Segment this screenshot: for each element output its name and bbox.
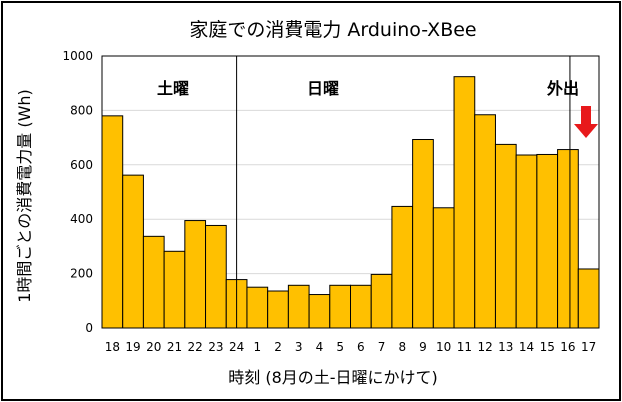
x-tick-label: 24 [229, 340, 244, 354]
x-tick-label: 23 [208, 340, 223, 354]
bar-22 [184, 220, 207, 329]
x-tick-label: 11 [457, 340, 472, 354]
bar-18 [101, 115, 124, 329]
bar-15 [536, 153, 559, 329]
day-dividers [236, 56, 571, 328]
bar-19 [122, 174, 144, 329]
x-tick-labels: 18 19 20 21 22 23 24 1 2 3 4 5 6 7 8 9 10 11 12 13 14 15 16 17 [105, 340, 597, 354]
bar-10 [432, 207, 455, 329]
x-tick-label: 16 [560, 340, 575, 354]
bar-16 [557, 149, 579, 329]
x-tick-label: 9 [419, 340, 427, 354]
x-tick-label: 5 [336, 340, 344, 354]
arrow-head [574, 124, 598, 138]
y-tick-label: 0 [85, 321, 93, 335]
x-tick-label: 12 [477, 340, 492, 354]
y-tick-label: 400 [70, 212, 93, 226]
arrow-shaft [581, 106, 591, 124]
x-tick-label: 18 [105, 340, 120, 354]
bar-8 [391, 205, 414, 329]
x-tick-label: 2 [274, 340, 282, 354]
x-tick-label: 19 [125, 340, 140, 354]
bar-4 [308, 294, 331, 329]
x-tick-label: 17 [581, 340, 596, 354]
bar-6 [350, 284, 372, 329]
x-tick-label: 14 [519, 340, 534, 354]
x-tick-label: 20 [146, 340, 161, 354]
bar-11 [453, 76, 476, 329]
x-tick-label: 21 [167, 340, 182, 354]
bar-17 [577, 268, 600, 329]
x-tick-label: 3 [295, 340, 303, 354]
bar-2 [267, 290, 289, 329]
y-tick-labels: 0 200 400 600 800 1000 [62, 49, 93, 335]
bar-3 [287, 284, 310, 329]
x-tick-label: 22 [188, 340, 203, 354]
bar-14 [515, 154, 538, 329]
bar-13 [494, 143, 517, 329]
x-axis-label: 時刻 (8月の土-日曜にかけて) [228, 368, 438, 387]
y-tick-label: 1000 [62, 49, 93, 63]
chart-title: 家庭での消費電力 Arduino-XBee [189, 19, 476, 41]
x-tick-label: 10 [436, 340, 451, 354]
y-axis-label: 1時間ごとの消費電力量 (Wh) [15, 89, 34, 303]
y-tick-label: 800 [70, 103, 93, 117]
x-tick-label: 4 [316, 340, 324, 354]
bar-5 [329, 284, 351, 329]
bar-1 [246, 286, 269, 329]
bar-21 [163, 250, 186, 329]
x-tick-label: 13 [498, 340, 513, 354]
y-tick-label: 200 [70, 267, 93, 281]
bar-9 [412, 139, 434, 329]
bar-20 [142, 235, 165, 329]
x-tick-label: 15 [540, 340, 555, 354]
outing-arrow-icon [574, 106, 598, 138]
bar-12 [474, 114, 496, 329]
outing-label: 外出 [546, 79, 579, 98]
x-tick-label: 7 [378, 340, 386, 354]
plot-area-border [101, 55, 600, 329]
saturday-label: 土曜 [157, 79, 189, 98]
x-tick-label: 8 [398, 340, 406, 354]
bar-7 [370, 273, 393, 329]
axes [101, 55, 600, 329]
x-tick-label: 1 [253, 340, 261, 354]
sunday-label: 日曜 [307, 79, 339, 98]
x-tick-label: 6 [357, 340, 365, 354]
bar-23 [205, 224, 227, 329]
y-tick-label: 600 [70, 158, 93, 172]
bars [101, 76, 600, 329]
